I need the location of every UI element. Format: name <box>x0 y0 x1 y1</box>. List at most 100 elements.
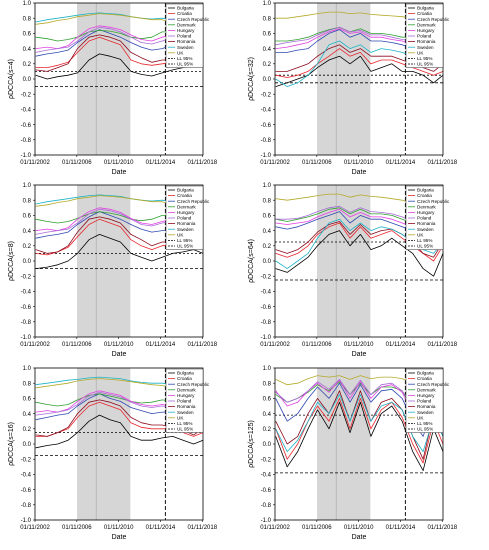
legend-label: Bulgaria <box>177 371 194 376</box>
y-tick-label: -0.2 <box>21 457 32 463</box>
y-tick-label: -1.0 <box>261 153 272 159</box>
y-tick-label: -0.4 <box>261 473 272 479</box>
y-tick-label: -0.8 <box>261 503 272 509</box>
y-tick-label: 0.2 <box>23 244 32 250</box>
y-tick-label: -0.8 <box>21 320 32 326</box>
x-tick-label: 01/11/2010 <box>344 160 374 166</box>
legend-label: UL 95% <box>417 62 433 67</box>
series-line-bulgaria <box>275 55 444 87</box>
x-axis-label: Date <box>352 169 367 176</box>
series-line-croatia <box>275 48 444 78</box>
y-axis-label: ρDCCA(s=4) <box>8 59 15 99</box>
y-tick-label: 0.2 <box>23 427 32 433</box>
x-axis-label: Date <box>352 351 367 358</box>
legend-label: Denmark <box>177 204 196 209</box>
x-tick-label: 01/11/2018 <box>187 525 217 531</box>
y-tick-label: -0.6 <box>261 123 272 129</box>
y-tick-label: -1.0 <box>21 153 32 159</box>
legend-label: UK <box>417 232 424 237</box>
x-tick-label: 01/11/2002 <box>20 160 50 166</box>
series-line-bulgaria <box>275 230 444 277</box>
legend-label: Poland <box>417 216 432 221</box>
legend-label: Czech Republic <box>417 17 450 22</box>
y-tick-label: 0.8 <box>263 198 272 204</box>
x-tick-label: 01/11/2010 <box>104 525 134 531</box>
y-tick-label: 0.8 <box>23 381 32 387</box>
y-tick-label: -0.6 <box>261 488 272 494</box>
x-tick-label: 01/11/2010 <box>344 525 374 531</box>
legend-label: Hungary <box>417 393 435 398</box>
y-tick-label: 1.0 <box>263 366 272 372</box>
chart-panel-2: -1.0 -0.8 -0.6 -0.4 -0.2 0.0 0.2 0.4 0.6 0.8 1.0 01… <box>248 1 458 176</box>
x-axis-label: Date <box>112 169 127 176</box>
series-line-bulgaria <box>275 401 444 472</box>
y-tick-label: -0.2 <box>261 274 272 280</box>
y-tick-label: -1.0 <box>21 518 32 524</box>
legend-label: LL 95% <box>417 56 432 61</box>
y-tick-label: 0.2 <box>23 62 32 68</box>
legend-label: Denmark <box>417 204 436 209</box>
legend-label: Croatia <box>417 11 432 16</box>
legend-label: Denmark <box>177 22 196 27</box>
legend-label: Romania <box>177 404 196 409</box>
legend-label: Croatia <box>177 376 192 381</box>
y-tick-label: 0.4 <box>263 412 272 418</box>
x-tick-label: 01/11/2002 <box>20 342 50 348</box>
x-tick-label: 01/11/2002 <box>260 342 290 348</box>
series-line-croatia <box>275 397 444 464</box>
x-tick-label: 01/11/2014 <box>386 342 416 348</box>
y-tick-label: 1.0 <box>23 366 32 372</box>
y-tick-label: -0.4 <box>261 290 272 296</box>
x-tick-label: 01/11/2014 <box>386 160 416 166</box>
y-tick-label: -0.2 <box>261 457 272 463</box>
y-tick-label: 0.6 <box>23 397 32 403</box>
y-tick-label: 0.4 <box>23 47 32 53</box>
y-tick-label: -1.0 <box>261 518 272 524</box>
legend-label: UL 95% <box>177 427 193 432</box>
legend-label: Sweden <box>177 227 194 232</box>
legend-label: UK <box>417 50 424 55</box>
legend-label: Bulgaria <box>177 188 194 193</box>
y-tick-label: 1.0 <box>23 1 32 7</box>
x-tick-label: 01/11/2006 <box>302 160 332 166</box>
legend-label: Sweden <box>417 410 434 415</box>
y-axis-label: ρDCCA(s=64) <box>248 239 255 283</box>
legend-label: Sweden <box>417 227 434 232</box>
legend-label: Hungary <box>417 28 435 33</box>
legend-label: UL 95% <box>417 244 433 249</box>
chart-panel-4: -1.0 -0.8 -0.6 -0.4 -0.2 0.0 0.2 0.4 0.6 0.8 1.0 01… <box>248 183 458 358</box>
y-tick-label: 0.2 <box>263 62 272 68</box>
y-tick-label: 0.0 <box>263 77 272 83</box>
y-tick-label: 0.8 <box>263 16 272 22</box>
y-tick-label: -0.2 <box>21 274 32 280</box>
legend-label: Bulgaria <box>417 188 434 193</box>
legend-label: Croatia <box>417 376 432 381</box>
legend-label: UK <box>177 415 184 420</box>
x-tick-label: 01/11/2014 <box>146 160 176 166</box>
y-tick-label: 0.0 <box>23 259 32 265</box>
legend-label: Poland <box>417 34 432 39</box>
y-tick-label: -0.6 <box>21 305 32 311</box>
legend-label: Bulgaria <box>417 371 434 376</box>
y-tick-label: 0.6 <box>263 32 272 38</box>
legend-label: LL 95% <box>417 238 432 243</box>
legend-label: UK <box>177 232 184 237</box>
y-tick-label: 0.6 <box>23 32 32 38</box>
legend-label: Denmark <box>177 387 196 392</box>
y-tick-label: -0.2 <box>261 92 272 98</box>
x-tick-label: 01/11/2018 <box>427 160 457 166</box>
y-tick-label: 0.0 <box>263 259 272 265</box>
legend-label: Poland <box>177 216 192 221</box>
y-tick-label: 0.6 <box>23 214 32 220</box>
legend-label: Czech Republic <box>417 199 450 204</box>
series-line-bulgaria <box>35 53 204 80</box>
y-tick-label: -0.6 <box>21 488 32 494</box>
y-tick-label: 0.4 <box>23 412 32 418</box>
y-tick-label: -1.0 <box>261 335 272 341</box>
x-tick-label: 01/11/2002 <box>20 525 50 531</box>
legend-label: Hungary <box>417 210 435 215</box>
legend-label: Croatia <box>417 193 432 198</box>
legend-label: LL 95% <box>177 421 192 426</box>
x-tick-label: 01/11/2002 <box>260 525 290 531</box>
y-tick-label: -0.4 <box>21 473 32 479</box>
